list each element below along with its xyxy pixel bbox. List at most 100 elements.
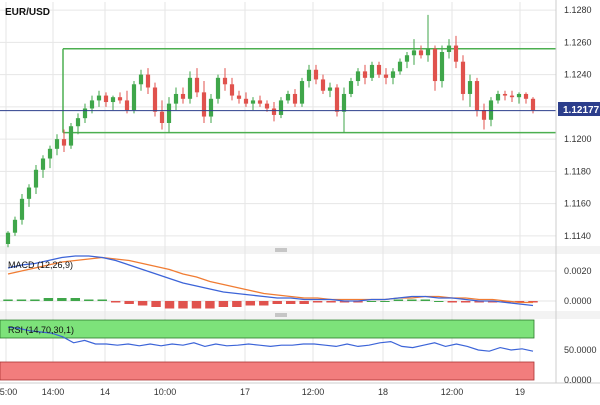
y-tick-label: 0.0000: [564, 375, 592, 385]
x-tick-label: 05:00: [0, 387, 17, 397]
candle-body: [201, 92, 207, 117]
macd-histogram-bar: [380, 301, 390, 302]
candle-body: [68, 126, 74, 146]
rsi-label: RSI (14,70,30,1): [8, 325, 74, 335]
candle-body: [54, 139, 60, 149]
rsi-overbought-zone: [0, 319, 535, 339]
macd-histogram-bar: [232, 301, 242, 307]
candle-body: [516, 93, 522, 98]
y-tick-label: 1.1200: [564, 134, 592, 144]
macd-label: MACD (12,26,9): [8, 260, 73, 270]
macd-histogram-bar: [110, 301, 121, 303]
candle-body: [292, 93, 298, 104]
candle-body: [47, 148, 53, 159]
candle-body: [271, 108, 277, 115]
macd-histogram-bar: [420, 299, 431, 301]
candle-body: [425, 48, 431, 56]
candle-body: [453, 45, 459, 62]
candle-body: [180, 93, 186, 99]
macd-histogram-bar: [339, 301, 350, 303]
x-tick-label: 17: [240, 387, 250, 397]
macd-histogram-bar: [84, 299, 94, 301]
y-tick-label: 1.1280: [564, 5, 592, 15]
candle-body: [369, 64, 375, 78]
y-tick-label: 0.0000: [564, 296, 592, 306]
candle-body: [432, 48, 438, 82]
macd-histogram-bar: [137, 301, 148, 306]
candle-body: [285, 93, 291, 101]
y-tick-label: 1.1140: [564, 231, 591, 241]
last-price-label: 1.12177: [563, 105, 600, 116]
macd-histogram-bar: [70, 298, 81, 301]
candle-body: [145, 74, 151, 88]
candle-body: [481, 110, 487, 120]
candle-body: [222, 77, 228, 85]
symbol-label: EUR/USD: [5, 7, 50, 18]
candle-body: [96, 95, 102, 101]
macd-histogram-bar: [245, 301, 256, 306]
candle-body: [61, 139, 67, 146]
macd-histogram-bar: [434, 301, 444, 302]
candle-body: [103, 95, 109, 103]
x-tick-label: 14:00: [42, 387, 65, 397]
candle-body: [229, 84, 235, 96]
last-price-tag: 1.12177: [558, 102, 600, 116]
macd-histogram-bar: [151, 301, 161, 307]
candle-body: [355, 71, 361, 82]
x-tick-label: 18: [378, 387, 388, 397]
candle-body: [313, 69, 319, 80]
macd-histogram-bar: [447, 301, 457, 303]
candle-body: [236, 95, 242, 99]
macd-histogram-bar: [191, 301, 202, 309]
candle-body: [208, 98, 214, 117]
candle-body: [215, 77, 221, 99]
rsi-line: [7, 326, 534, 352]
x-tick-label: 12:00: [302, 387, 325, 397]
x-tick-label: 12:00: [441, 387, 464, 397]
x-tick-label: 19: [515, 387, 525, 397]
candle-body: [152, 87, 158, 112]
macd-histogram-bar: [514, 301, 525, 303]
macd-line: [7, 255, 534, 307]
macd-histogram-bar: [3, 299, 13, 301]
macd-histogram-bar: [178, 301, 188, 309]
candle-body: [411, 50, 417, 56]
candle-body: [334, 87, 340, 112]
macd-histogram-bar: [205, 301, 215, 309]
candle-body: [362, 71, 368, 78]
macd-histogram-bar: [272, 301, 282, 304]
y-tick-label: 0.0020: [564, 266, 592, 276]
candle-body: [110, 97, 116, 103]
candle-body: [502, 93, 508, 96]
candle-body: [166, 103, 172, 123]
candle-body: [390, 71, 396, 78]
macd-histogram-bar: [326, 301, 336, 303]
x-tick-label: 10:00: [154, 387, 177, 397]
macd-histogram-bar: [164, 301, 175, 309]
macd-histogram-bar: [124, 301, 134, 304]
y-tick-label: 1.1240: [564, 70, 592, 80]
candle-body: [418, 50, 424, 56]
candle-body: [173, 93, 179, 104]
candle-body: [523, 93, 529, 99]
candle-body: [257, 100, 263, 104]
candle-body: [264, 103, 270, 109]
candle-body: [383, 74, 389, 78]
candle-body: [341, 93, 347, 112]
macd-histogram-bar: [487, 301, 498, 303]
candle-body: [278, 100, 284, 115]
candle-body: [250, 100, 256, 104]
macd-histogram-bar: [259, 301, 269, 306]
macd-histogram-bar: [30, 299, 40, 301]
candle-body: [117, 97, 123, 101]
candle-body: [439, 52, 445, 82]
macd-histogram-bar: [528, 301, 538, 303]
candle-body: [376, 64, 382, 75]
macd-histogram-bar: [501, 301, 511, 303]
candle-body: [397, 61, 403, 72]
candle-body: [124, 100, 130, 111]
macd-histogram-bar: [366, 301, 377, 302]
macd-histogram-bar: [393, 299, 404, 301]
